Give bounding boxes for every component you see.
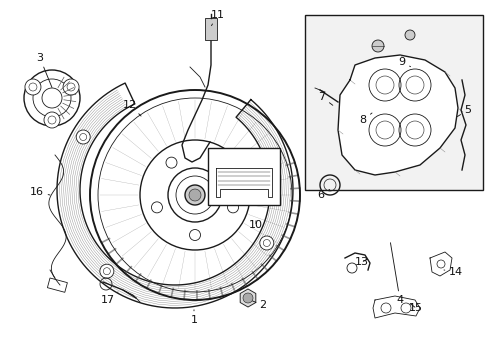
Text: 17: 17 (101, 292, 118, 305)
Text: 12: 12 (123, 100, 141, 116)
Bar (205, 18, 217, 40)
Text: 1: 1 (191, 310, 197, 325)
Circle shape (190, 230, 200, 240)
Circle shape (100, 264, 114, 278)
Circle shape (243, 293, 253, 303)
Circle shape (80, 134, 87, 140)
Bar (48, 278, 68, 292)
Polygon shape (338, 55, 458, 175)
Text: 9: 9 (398, 57, 411, 67)
Circle shape (185, 185, 205, 205)
Text: 10: 10 (249, 220, 263, 230)
Circle shape (44, 112, 60, 128)
Circle shape (76, 130, 90, 144)
Polygon shape (240, 289, 256, 307)
Text: 16: 16 (30, 187, 50, 197)
Text: 6: 6 (318, 189, 330, 200)
Circle shape (151, 202, 163, 213)
Circle shape (405, 30, 415, 40)
Bar (305, 15, 483, 190)
Circle shape (166, 157, 177, 168)
Bar (208, 148, 280, 205)
Text: 14: 14 (444, 267, 463, 277)
Text: 2: 2 (252, 300, 267, 310)
Circle shape (263, 239, 270, 247)
Text: 3: 3 (36, 53, 52, 87)
Circle shape (25, 79, 41, 95)
Circle shape (103, 268, 110, 275)
Text: 15: 15 (409, 303, 423, 313)
Circle shape (189, 189, 201, 201)
Circle shape (213, 157, 224, 168)
Circle shape (24, 70, 80, 126)
Circle shape (260, 236, 274, 250)
Text: 7: 7 (318, 92, 333, 105)
Text: 13: 13 (355, 257, 369, 267)
Text: 11: 11 (211, 10, 225, 26)
Text: 4: 4 (391, 243, 404, 305)
Text: 8: 8 (360, 113, 372, 125)
Circle shape (63, 79, 79, 95)
Circle shape (372, 40, 384, 52)
Text: 5: 5 (457, 105, 471, 117)
Circle shape (227, 202, 239, 213)
